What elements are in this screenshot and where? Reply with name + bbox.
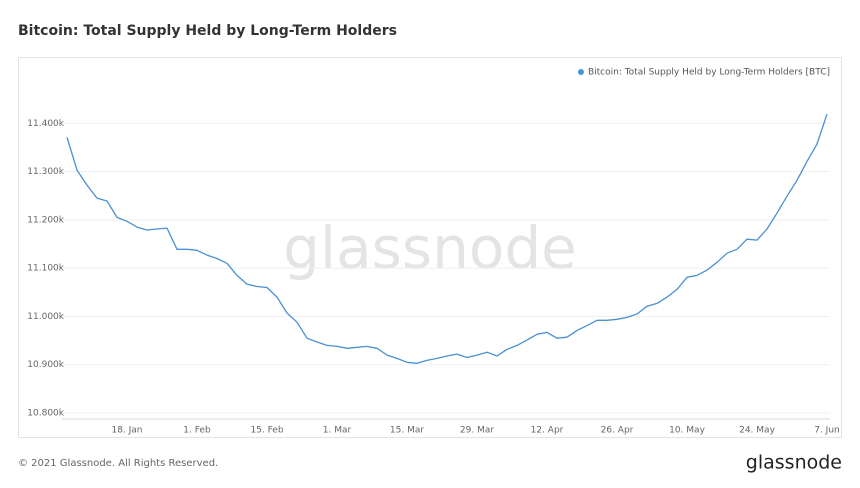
x-tick-label: 18. Jan [111,426,142,436]
x-tick-label: 15. Feb [250,426,283,436]
x-tick-label: 26. Apr [601,426,634,436]
y-tick-label: 10.800k [27,409,64,419]
y-tick-label: 11.300k [27,167,64,177]
y-tick-label: 11.100k [27,264,64,274]
logo: glassnode [746,452,842,474]
x-tick-label: 15. Mar [390,426,424,436]
y-tick-label: 10.900k [27,360,64,370]
x-tick-label: 10. May [669,426,705,436]
data-line [66,113,828,364]
y-tick-label: 11.400k [27,119,64,129]
grid: 10.800k 10.900k 11.000k 11.100k 11.200k 11.30… [27,119,839,436]
y-tick-label: 11.000k [27,312,64,322]
marks [66,113,828,364]
y-tick-label: 11.200k [27,215,64,225]
chart-frame [18,57,842,438]
x-tick-label: 12. Apr [531,426,564,436]
legend-swatch [577,69,584,75]
x-tick-label: 7. Jun [814,426,840,436]
x-tick-label: 1. Feb [183,426,211,436]
chart-title: Bitcoin: Total Supply Held by Long-Term … [18,23,397,39]
legend-label: Bitcoin: Total Supply Held by Long-Term … [588,68,830,78]
x-tick-label: 1. Mar [323,426,352,436]
x-tick-label: 24. May [739,426,775,436]
watermark: glassnode [283,214,577,282]
footer: © 2021 Glassnode. All Rights Reserved. [18,458,218,469]
x-tick-label: 29. Mar [460,426,494,436]
